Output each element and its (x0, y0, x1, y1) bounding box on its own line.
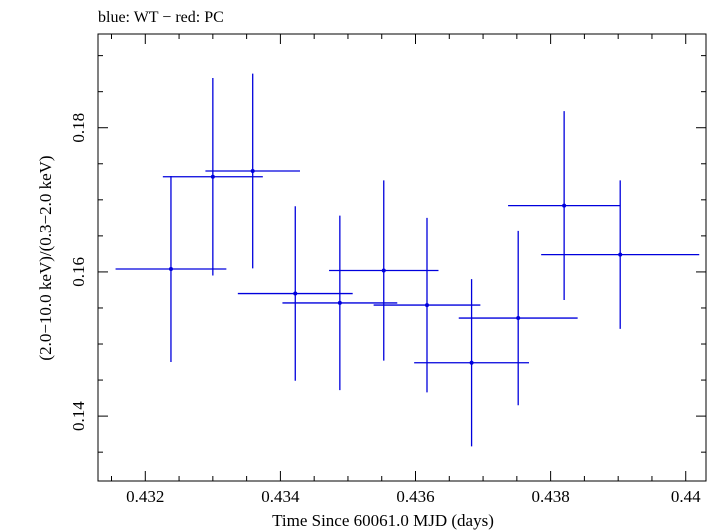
data-point (162, 77, 263, 276)
point-marker (516, 316, 521, 321)
data-point (282, 215, 398, 391)
x-tick-label: 0.432 (126, 487, 164, 506)
x-tick-label: 0.438 (531, 487, 569, 506)
point-marker (210, 174, 215, 179)
data-point (205, 73, 300, 269)
data-point (329, 180, 439, 361)
point-marker (469, 360, 474, 365)
y-axis-label: (2.0−10.0 keV)/(0.3−2.0 keV) (36, 155, 55, 360)
data-point (115, 176, 227, 363)
x-tick-label: 0.44 (671, 487, 701, 506)
data-series (115, 73, 700, 447)
x-tick-label: 0.436 (396, 487, 434, 506)
y-tick-label: 0.18 (69, 113, 88, 143)
point-marker (168, 267, 173, 272)
chart-title: blue: WT − red: PC (98, 9, 224, 26)
data-point (373, 217, 481, 393)
y-tick-label: 0.16 (69, 257, 88, 287)
data-point (237, 206, 353, 381)
x-tick-label: 0.434 (261, 487, 300, 506)
data-point (414, 279, 530, 447)
point-marker (293, 291, 298, 296)
point-marker (337, 300, 342, 305)
point-marker (250, 168, 255, 173)
point-marker (381, 268, 386, 273)
plot-frame (97, 33, 707, 482)
data-point (458, 230, 578, 406)
data-point (541, 180, 700, 329)
x-axis: 0.432 0.434 0.436 0.438 0.44 (111, 34, 701, 506)
point-marker (562, 203, 567, 208)
point-marker (618, 252, 623, 257)
point-marker (424, 303, 429, 308)
x-axis-label: Time Since 60061.0 MJD (days) (272, 511, 494, 530)
y-axis: 0.14 0.16 0.18 (69, 55, 706, 453)
data-point (508, 111, 621, 301)
y-tick-label: 0.14 (69, 401, 88, 431)
